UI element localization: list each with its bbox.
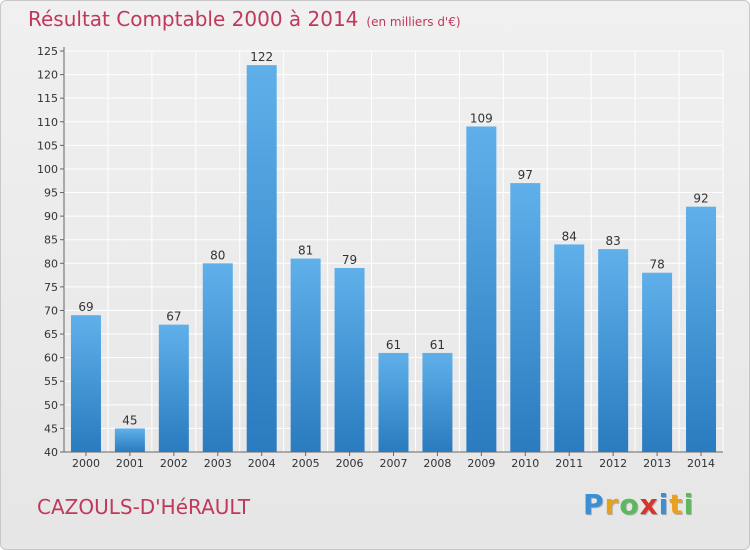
data-label: 45 bbox=[122, 413, 137, 427]
x-tick-label: 2006 bbox=[336, 457, 364, 470]
bar-2003 bbox=[202, 263, 233, 452]
y-tick-label: 40 bbox=[44, 446, 58, 459]
data-label: 61 bbox=[386, 338, 401, 352]
data-label: 81 bbox=[298, 244, 313, 258]
data-label: 69 bbox=[78, 300, 93, 314]
logo-letter: t bbox=[669, 488, 684, 521]
data-label: 78 bbox=[649, 258, 664, 272]
proxiti-logo[interactable]: Proxiti bbox=[583, 488, 694, 521]
data-label: 97 bbox=[518, 168, 533, 182]
bar-2010 bbox=[510, 183, 541, 452]
x-tick-label: 2003 bbox=[204, 457, 232, 470]
x-tick-label: 2009 bbox=[467, 457, 495, 470]
data-label: 83 bbox=[606, 234, 621, 248]
y-tick-label: 90 bbox=[44, 210, 58, 223]
bar-2000 bbox=[70, 315, 101, 452]
chart-title-text: Résultat Comptable 2000 à 2014 bbox=[28, 7, 359, 31]
logo-letter: P bbox=[583, 488, 605, 521]
chart-subtitle: (en milliers d'€) bbox=[366, 15, 461, 29]
y-tick-label: 120 bbox=[37, 69, 58, 82]
y-tick-label: 85 bbox=[44, 234, 58, 247]
x-tick-label: 2002 bbox=[160, 457, 188, 470]
logo-letter: i bbox=[658, 488, 670, 521]
logo-letter: x bbox=[639, 488, 659, 521]
bar-2008 bbox=[422, 352, 453, 452]
bar-2001 bbox=[114, 428, 145, 452]
data-label: 84 bbox=[562, 229, 577, 243]
y-tick-label: 105 bbox=[37, 139, 58, 152]
data-label: 79 bbox=[342, 253, 357, 267]
x-tick-label: 2013 bbox=[643, 457, 671, 470]
y-tick-label: 80 bbox=[44, 257, 58, 270]
x-tick-label: 2007 bbox=[380, 457, 408, 470]
data-label: 67 bbox=[166, 310, 181, 324]
y-tick-label: 125 bbox=[37, 45, 58, 58]
chart-title: Résultat Comptable 2000 à 2014 (en millie… bbox=[28, 7, 461, 31]
commune-name: CAZOULS-D'HéRAULT bbox=[37, 495, 251, 519]
x-tick-label: 2011 bbox=[555, 457, 583, 470]
bar-2007 bbox=[378, 352, 409, 452]
x-tick-label: 2012 bbox=[599, 457, 627, 470]
data-label: 61 bbox=[430, 338, 445, 352]
x-tick-label: 2005 bbox=[292, 457, 320, 470]
x-tick-label: 2000 bbox=[72, 457, 100, 470]
bars bbox=[70, 65, 717, 452]
logo-letter: i bbox=[683, 488, 695, 521]
bar-2014 bbox=[686, 206, 717, 452]
bar-2006 bbox=[334, 268, 365, 452]
bar-2005 bbox=[290, 258, 321, 452]
y-tick-label: 110 bbox=[37, 116, 58, 129]
x-tick-label: 2010 bbox=[511, 457, 539, 470]
y-tick-label: 100 bbox=[37, 163, 58, 176]
bar-2013 bbox=[642, 272, 673, 452]
bar-2011 bbox=[554, 244, 585, 452]
logo-letter: o bbox=[619, 488, 640, 521]
data-label: 122 bbox=[250, 50, 273, 64]
y-tick-label: 55 bbox=[44, 375, 58, 388]
x-tick-label: 2004 bbox=[248, 457, 276, 470]
bar-2002 bbox=[158, 324, 189, 452]
x-tick-label: 2008 bbox=[423, 457, 451, 470]
x-tick-label: 2001 bbox=[116, 457, 144, 470]
data-label: 109 bbox=[470, 111, 493, 125]
y-tick-label: 45 bbox=[44, 422, 58, 435]
bar-2004 bbox=[246, 65, 277, 452]
y-tick-label: 60 bbox=[44, 352, 58, 365]
y-tick-label: 95 bbox=[44, 187, 58, 200]
bar-2009 bbox=[466, 126, 497, 452]
y-tick-label: 50 bbox=[44, 399, 58, 412]
y-tick-label: 65 bbox=[44, 328, 58, 341]
y-tick-label: 115 bbox=[37, 92, 58, 105]
data-label: 80 bbox=[210, 248, 225, 262]
data-labels: 69 45 67 80 122 81 79 61 61 109 97 84 83 78 92 bbox=[78, 50, 708, 427]
bar-2012 bbox=[598, 249, 629, 452]
x-tick-label: 2014 bbox=[687, 457, 715, 470]
data-label: 92 bbox=[693, 192, 708, 206]
logo-letter: r bbox=[604, 488, 620, 521]
y-tick-label: 75 bbox=[44, 281, 58, 294]
y-tick-label: 70 bbox=[44, 304, 58, 317]
